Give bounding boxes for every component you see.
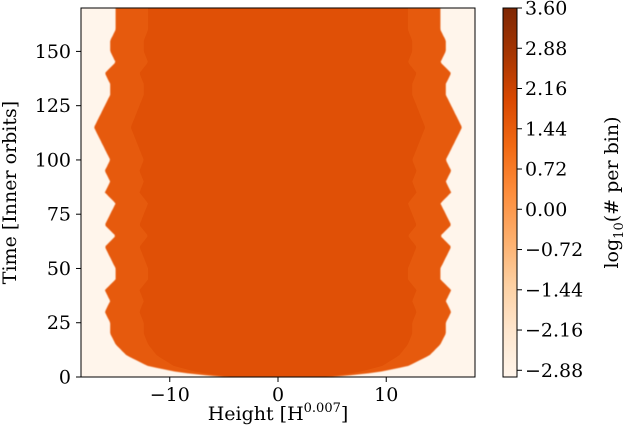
colorbar-gradient [502,7,518,378]
y-tick-label: 50 [47,258,71,280]
x-axis-label: Height [H0.007] [208,401,349,425]
colorbar-tick-label: 0.72 [525,159,567,181]
colorbar-label-base: log [601,239,623,269]
colorbar-tick-label: −1.44 [525,279,583,301]
colorbar-tick-label: −2.88 [525,360,583,382]
y-tick-label: 100 [35,149,71,171]
x-tick-label: 0 [272,384,284,406]
colorbar-tick-label: 0.00 [525,199,567,221]
y-axis-label: Time [Inner orbits] [0,101,21,284]
y-tick-label: 125 [35,95,71,117]
y-tick-label: 150 [35,41,71,63]
y-tick-label: 25 [47,312,71,334]
colorbar-label-tail: (# per bin) [601,116,623,222]
colorbar-label: log10(# per bin) [601,116,627,268]
y-axis: 0 25 50 75 100 125 150 [35,41,81,389]
colorbar-tick-label: 3.60 [525,0,567,20]
y-tick-label: 0 [59,367,71,389]
colorbar: −2.88 −2.16 −1.44 −0.72 0.00 0.72 1.44 2.16 2.88… [502,0,583,382]
x-tick-label: −10 [150,384,190,406]
colorbar-label-subscript: 10 [612,222,627,239]
y-tick-label: 75 [47,204,71,226]
heatmap-image [81,8,475,377]
colorbar-tick-label: 2.16 [525,78,567,100]
x-tick-label: 10 [374,384,398,406]
heatmap-core [131,8,425,377]
colorbar-tick-label: 2.88 [525,38,567,60]
colorbar-tick-label: −2.16 [525,320,583,342]
colorbar-tick-label: 1.44 [525,118,567,140]
x-axis-label-superscript: 0.007 [304,401,341,416]
x-axis: −10 0 10 [150,377,398,406]
colorbar-tick-label: −0.72 [525,239,583,261]
colorbar-ticks: −2.88 −2.16 −1.44 −0.72 0.00 0.72 1.44 2.16 2.88… [517,0,583,382]
x-axis-label-tail: ] [341,403,348,425]
x-axis-label-base: Height [H [208,403,304,425]
